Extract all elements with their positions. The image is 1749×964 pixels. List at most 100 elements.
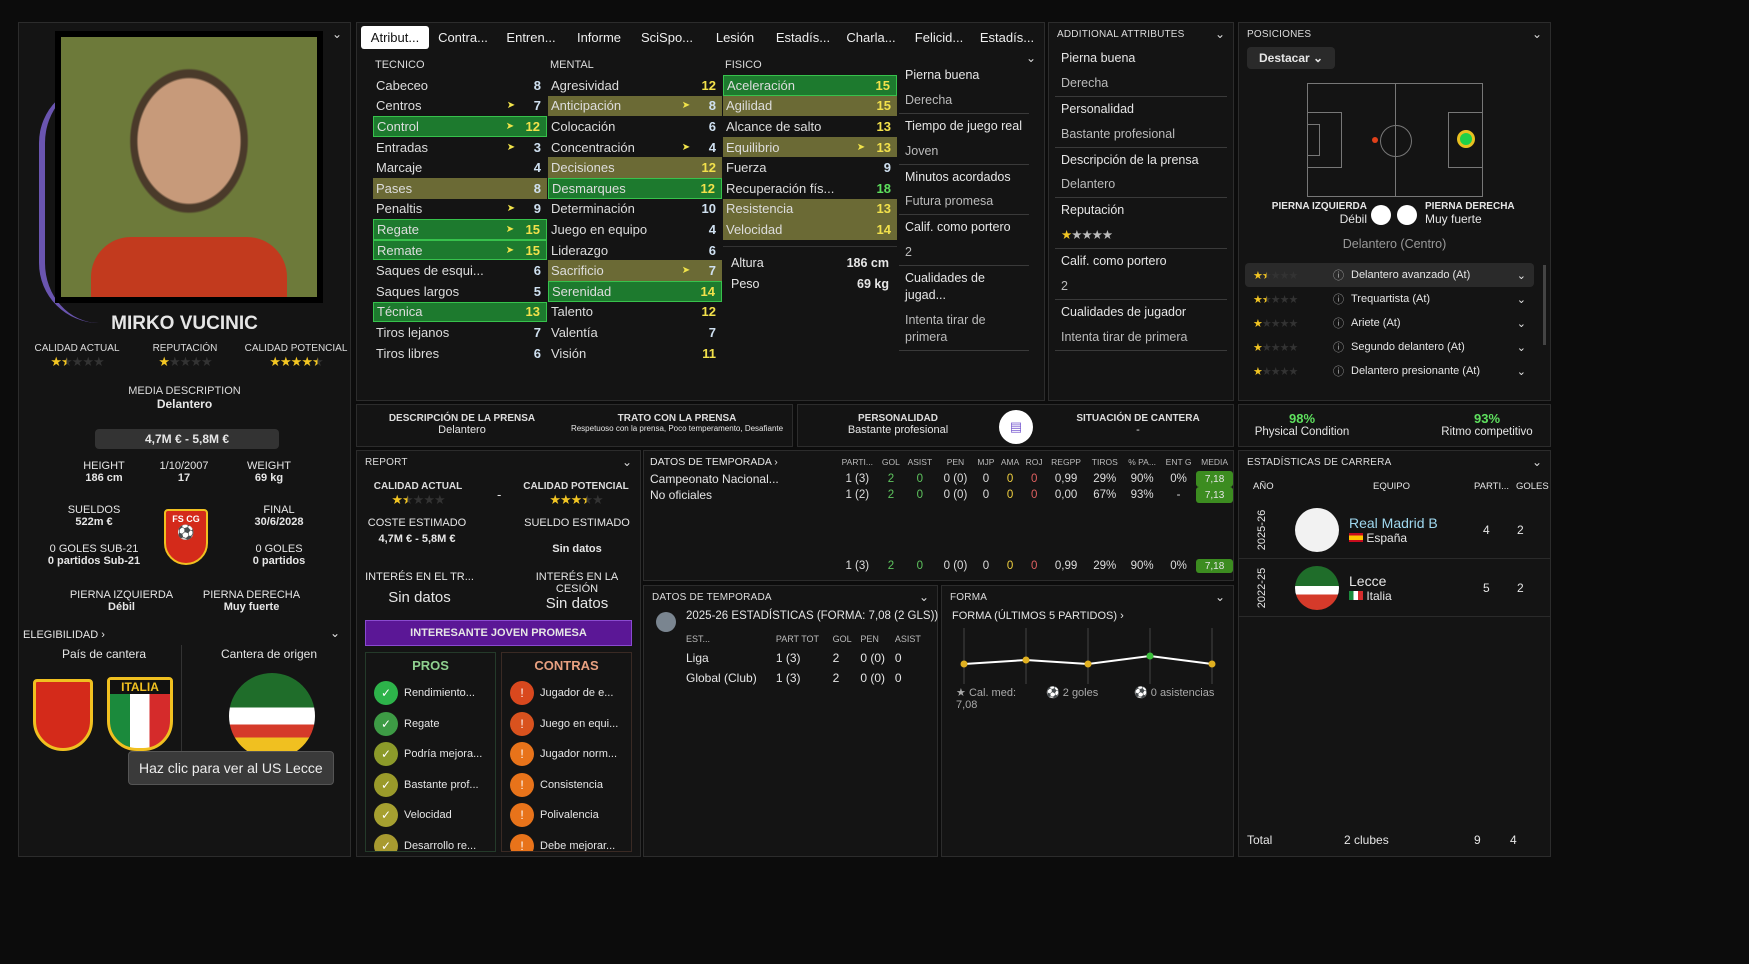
attribute-row[interactable]: Remate ➤ 15 <box>373 239 547 261</box>
con-item[interactable]: ! Juego en equi... <box>510 709 631 740</box>
season-title-link[interactable]: DATOS DE TEMPORADA › <box>650 456 778 468</box>
tab-0[interactable]: Atribut... <box>361 26 429 49</box>
montenegro-badge[interactable] <box>33 679 93 751</box>
club-name[interactable]: Real Madrid B <box>1349 514 1438 531</box>
tab-6[interactable]: Estadís... <box>775 30 831 45</box>
role-row[interactable]: ★★★★★ ⓘ Delantero presionante (At) ⌄ <box>1245 359 1534 383</box>
career-row[interactable]: 2022-25 Lecce Italia 5 2 <box>1239 559 1550 617</box>
tab-2[interactable]: Entren... <box>506 30 556 45</box>
role-row[interactable]: ★★★★★ ⓘ Segundo delantero (At) ⌄ <box>1245 335 1534 359</box>
attribute-row[interactable]: Control ➤ 12 <box>373 116 547 137</box>
chevron-down-icon[interactable]: ⌄ <box>1531 27 1542 41</box>
attribute-row[interactable]: Penaltis ➤ 9 <box>373 199 547 220</box>
attribute-row[interactable]: Equilibrio ➤ 13 <box>723 136 897 158</box>
attribute-row[interactable]: Fuerza 9 <box>723 157 897 178</box>
table-row[interactable]: 1 (3) 2 0 0 (0) 0 0 0 0,99 29% 90% 0% 7,18 <box>644 559 1233 573</box>
chevron-down-icon[interactable]: ⌄ <box>1516 365 1526 378</box>
attribute-row[interactable]: Sacrificio ➤ 7 <box>548 260 722 281</box>
attribute-row[interactable]: Resistencia 13 <box>723 198 897 220</box>
attribute-row[interactable]: Talento 12 <box>548 302 722 323</box>
pro-item[interactable]: ✓ Rendimiento... <box>374 678 495 709</box>
attribute-row[interactable]: Visión 11 <box>548 343 722 364</box>
form-point[interactable] <box>1146 652 1154 660</box>
chevron-down-icon[interactable]: ⌄ <box>329 626 340 640</box>
chevron-down-icon[interactable]: ⌄ <box>918 590 929 604</box>
attribute-row[interactable]: Anticipación ➤ 8 <box>548 95 722 117</box>
pro-item[interactable]: ✓ Velocidad <box>374 800 495 831</box>
con-item[interactable]: ! Jugador de e... <box>510 678 631 709</box>
eligibility-link[interactable]: ELEGIBILIDAD › <box>23 629 105 641</box>
attribute-row[interactable]: Velocidad 14 <box>723 219 897 240</box>
attribute-row[interactable]: Colocación 6 <box>548 116 722 137</box>
attribute-row[interactable]: Centros ➤ 7 <box>373 96 547 117</box>
table-row[interactable]: Global (Club) 1 (3) 2 0 (0) 0 <box>684 668 929 688</box>
chevron-down-icon[interactable]: ⌄ <box>1531 455 1542 469</box>
attribute-row[interactable]: Tiros lejanos 7 <box>373 322 547 343</box>
attribute-row[interactable]: Liderazgo 6 <box>548 240 722 261</box>
table-row[interactable]: Campeonato Nacional... 1 (3) 2 0 0 (0) 0 0 0 0,9… <box>644 471 1233 487</box>
pro-item[interactable]: ✓ Regate <box>374 709 495 740</box>
chevron-down-icon[interactable]: ⌄ <box>1214 590 1225 604</box>
attribute-row[interactable]: Desmarques 12 <box>548 177 722 199</box>
tab-8[interactable]: Felicid... <box>914 30 964 45</box>
role-row[interactable]: ★★★★★ ⓘ Trequartista (At) ⌄ <box>1245 287 1534 311</box>
table-row[interactable]: Liga 1 (3) 2 0 (0) 0 <box>684 648 929 668</box>
form-point[interactable] <box>1022 656 1030 664</box>
info-icon[interactable]: ⓘ <box>1333 270 1344 282</box>
attribute-row[interactable]: Tiros libres 6 <box>373 343 547 364</box>
info-icon[interactable]: ⓘ <box>1333 294 1344 306</box>
attribute-row[interactable]: Determinación 10 <box>548 199 722 220</box>
attribute-row[interactable]: Saques de esqui... 6 <box>373 260 547 281</box>
con-item[interactable]: ! Consistencia <box>510 770 631 801</box>
con-item[interactable]: ! Debe mejorar... <box>510 831 631 851</box>
tab-4[interactable]: SciSpo... <box>640 30 694 45</box>
attribute-row[interactable]: Serenidad 14 <box>548 280 722 302</box>
attribute-row[interactable]: Aceleración 15 <box>723 75 897 96</box>
attribute-row[interactable]: Recuperación fís... 18 <box>723 178 897 199</box>
role-row[interactable]: ★★★★★ ⓘ Delantero avanzado (At) ⌄ <box>1245 263 1534 287</box>
attribute-row[interactable]: Decisiones 12 <box>548 157 722 178</box>
chevron-down-icon[interactable]: ⌄ <box>1516 269 1526 282</box>
table-row[interactable]: No oficiales 1 (2) 2 0 0 (0) 0 0 0 0,00 67% 93% - 7,… <box>644 487 1233 503</box>
tab-7[interactable]: Charla... <box>846 30 896 45</box>
attribute-row[interactable]: Agresividad 12 <box>548 75 722 96</box>
career-row[interactable]: 2025-26 Real Madrid B España 4 2 <box>1239 501 1550 559</box>
attribute-row[interactable]: Saques largos 5 <box>373 281 547 302</box>
con-item[interactable]: ! Jugador norm... <box>510 739 631 770</box>
attribute-row[interactable]: Regate ➤ 15 <box>373 219 547 240</box>
pro-item[interactable]: ✓ Desarrollo re... <box>374 831 495 851</box>
tab-3[interactable]: Informe <box>576 30 622 45</box>
chevron-down-icon[interactable]: ⌄ <box>1516 293 1526 306</box>
chevron-down-icon[interactable]: ⌄ <box>1214 27 1225 41</box>
pro-item[interactable]: ✓ Bastante prof... <box>374 770 495 801</box>
chevron-down-icon[interactable]: ⌄ <box>331 27 342 41</box>
chevron-down-icon[interactable]: ⌄ <box>1025 51 1036 65</box>
attribute-row[interactable]: Entradas ➤ 3 <box>373 137 547 158</box>
tab-9[interactable]: Estadís... <box>979 30 1035 45</box>
attribute-row[interactable]: Concentración ➤ 4 <box>548 137 722 158</box>
info-icon[interactable]: ⓘ <box>1333 366 1344 378</box>
pro-item[interactable]: ✓ Podría mejora... <box>374 739 495 770</box>
attribute-row[interactable]: Técnica 13 <box>373 301 547 323</box>
con-item[interactable]: ! Polivalencia <box>510 800 631 831</box>
chevron-down-icon[interactable]: ⌄ <box>621 455 632 469</box>
lecce-badge[interactable] <box>229 673 315 759</box>
chevron-down-icon[interactable]: ⌄ <box>1516 341 1526 354</box>
attribute-row[interactable]: Alcance de salto 13 <box>723 116 897 137</box>
form-point[interactable] <box>1084 660 1092 668</box>
highlight-dropdown[interactable]: Destacar ⌄ <box>1247 47 1336 69</box>
attribute-row[interactable]: Cabeceo 8 <box>373 75 547 96</box>
form-link[interactable]: FORMA (ÚLTIMOS 5 PARTIDOS) › <box>952 610 1124 622</box>
tab-5[interactable]: Lesión <box>715 30 755 45</box>
attribute-row[interactable]: Juego en equipo 4 <box>548 219 722 240</box>
chevron-down-icon[interactable]: ⌄ <box>1516 317 1526 330</box>
info-icon[interactable]: ⓘ <box>1333 342 1344 354</box>
attribute-row[interactable]: Marcaje 4 <box>373 157 547 178</box>
tab-1[interactable]: Contra... <box>438 30 488 45</box>
form-point[interactable] <box>1208 660 1216 668</box>
role-row[interactable]: ★★★★★ ⓘ Ariete (At) ⌄ <box>1245 311 1534 335</box>
attribute-row[interactable]: Agilidad 15 <box>723 95 897 117</box>
club-name[interactable]: Lecce <box>1349 572 1387 589</box>
form-point[interactable] <box>960 660 968 668</box>
scrollbar[interactable] <box>1543 265 1546 345</box>
